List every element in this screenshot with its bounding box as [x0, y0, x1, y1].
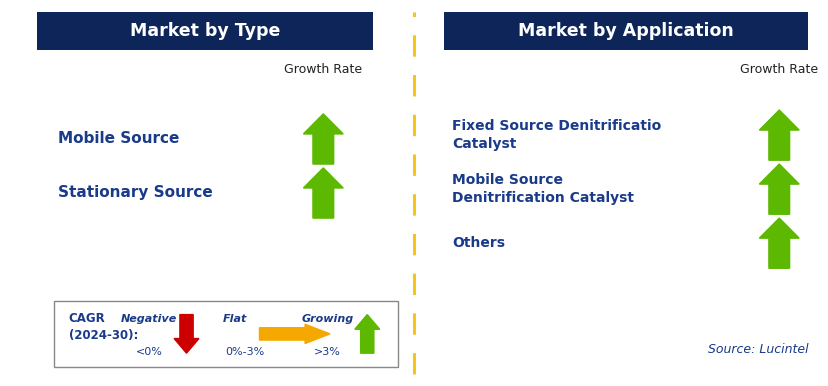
Text: (2024-30):: (2024-30): — [69, 329, 138, 342]
Text: Market by Application: Market by Application — [518, 22, 733, 40]
FancyArrow shape — [758, 164, 798, 214]
Text: Others: Others — [451, 236, 504, 250]
FancyArrow shape — [354, 315, 379, 353]
Text: 0%-3%: 0%-3% — [224, 347, 264, 357]
Text: Mobile Source: Mobile Source — [58, 132, 179, 146]
Text: Stationary Source: Stationary Source — [58, 186, 213, 200]
Text: >3%: >3% — [314, 347, 340, 357]
Text: Fixed Source Denitrificatio
Catalyst: Fixed Source Denitrificatio Catalyst — [451, 119, 660, 151]
Text: Negative: Negative — [121, 314, 177, 324]
FancyArrow shape — [303, 114, 343, 164]
FancyBboxPatch shape — [54, 301, 397, 367]
FancyArrow shape — [758, 110, 798, 160]
Text: Mobile Source
Denitrification Catalyst: Mobile Source Denitrification Catalyst — [451, 173, 633, 205]
Text: Market by Type: Market by Type — [130, 22, 280, 40]
FancyArrow shape — [758, 218, 798, 268]
FancyArrow shape — [259, 324, 330, 344]
Text: Growth Rate: Growth Rate — [284, 63, 362, 76]
FancyBboxPatch shape — [37, 12, 373, 50]
Text: <0%: <0% — [136, 347, 162, 357]
Text: Flat: Flat — [222, 314, 247, 324]
FancyArrow shape — [174, 315, 199, 353]
Text: Growing: Growing — [301, 314, 354, 324]
Text: Source: Lucintel: Source: Lucintel — [707, 343, 807, 356]
Text: Growth Rate: Growth Rate — [739, 63, 817, 76]
Text: CAGR: CAGR — [69, 312, 105, 325]
FancyArrow shape — [303, 168, 343, 218]
FancyBboxPatch shape — [443, 12, 807, 50]
